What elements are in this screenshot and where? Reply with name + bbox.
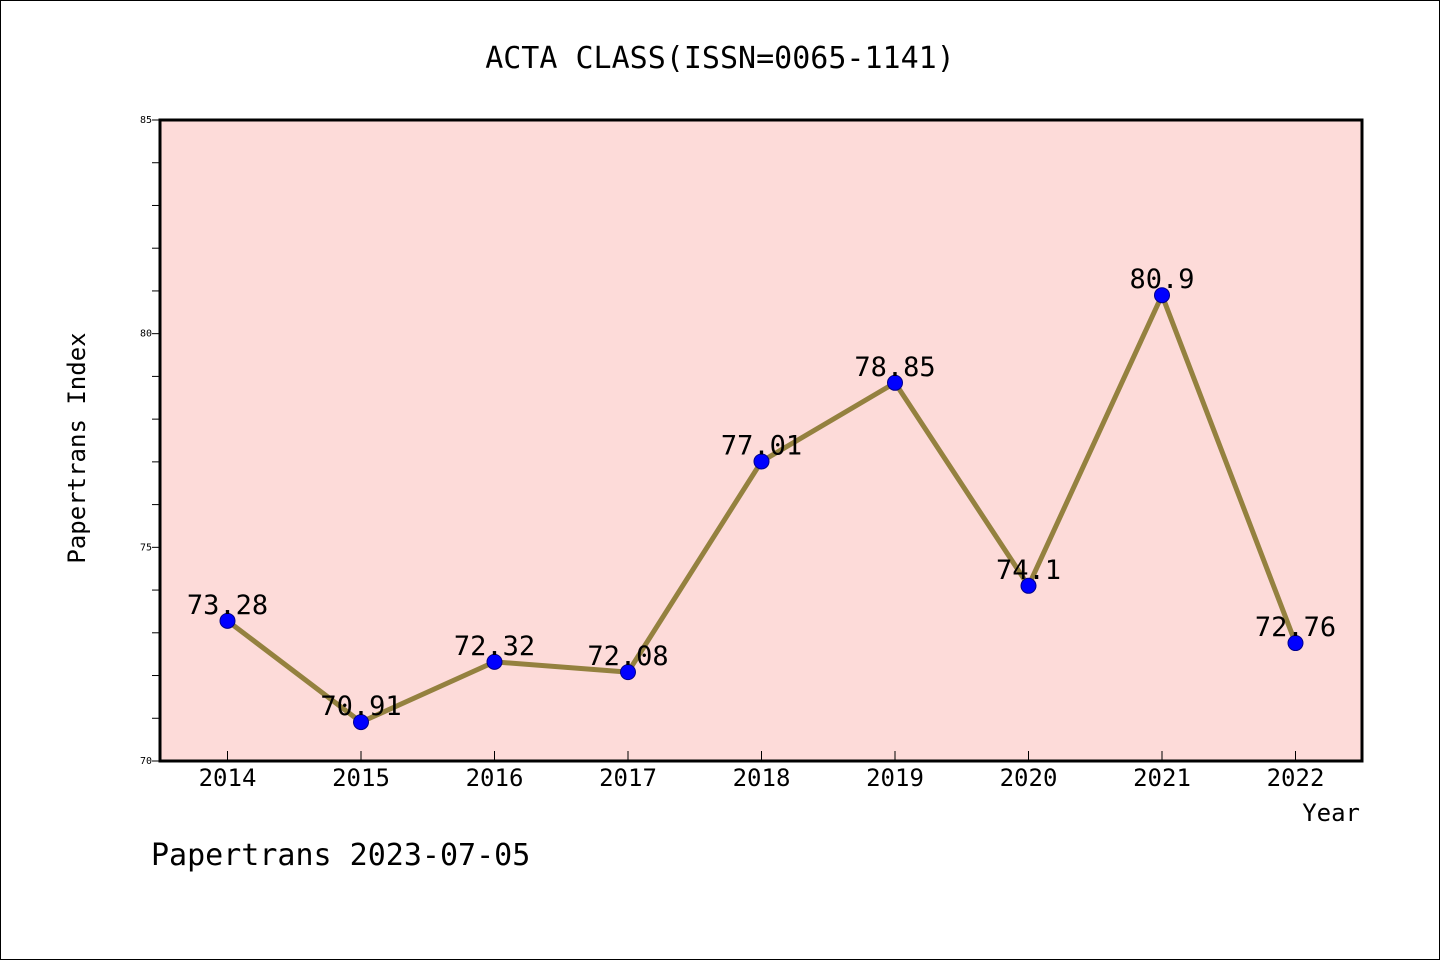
data-point <box>887 374 903 391</box>
data-labels: 73.28 70.91 72.32 72.08 77.01 78.85 74.1 80.9 72… <box>187 264 1336 722</box>
data-point <box>753 453 770 470</box>
x-tick-label: 2021 <box>1133 764 1191 792</box>
x-axis-label: Year <box>1302 799 1360 827</box>
x-tick-label: 2015 <box>332 764 390 792</box>
data-label: 72.08 <box>587 641 668 672</box>
x-tick-label: 2018 <box>733 764 791 792</box>
data-label: 77.01 <box>721 430 802 461</box>
x-tick-label: 2019 <box>866 764 924 792</box>
data-label: 70.91 <box>320 691 401 722</box>
x-tick-label: 2017 <box>599 764 657 792</box>
data-point <box>353 714 369 731</box>
x-tick-label: 2022 <box>1267 764 1325 792</box>
data-label: 72.76 <box>1255 612 1336 643</box>
data-label: 72.32 <box>454 631 535 662</box>
data-label: 74.1 <box>996 555 1061 586</box>
y-tick-label: 80 <box>140 329 152 340</box>
data-label: 80.9 <box>1129 264 1194 295</box>
y-tick-label: 85 <box>140 115 152 126</box>
x-tick-label: 2014 <box>199 764 257 792</box>
data-point <box>219 612 236 629</box>
data-point <box>486 653 503 670</box>
data-label: 73.28 <box>187 590 268 621</box>
y-axis-label: Papertrans Index <box>63 332 91 563</box>
plot-area <box>158 118 1364 763</box>
data-series <box>219 287 1304 731</box>
axis-ticks: 70 75 80 85 2014 2015 2016 2017 2018 2019 2020 2021… <box>140 115 1324 792</box>
footer-note: Papertrans 2023-07-05 <box>151 838 530 873</box>
chart-title: ACTA CLASS(ISSN=0065-1141) <box>485 41 955 76</box>
x-tick-label: 2020 <box>1000 764 1058 792</box>
data-label: 78.85 <box>854 352 935 383</box>
x-tick-label: 2016 <box>466 764 524 792</box>
data-point <box>1020 577 1037 594</box>
y-tick-label: 70 <box>140 756 152 767</box>
y-tick-label: 75 <box>140 542 152 553</box>
data-point <box>620 664 636 681</box>
data-point <box>1287 635 1304 652</box>
data-point <box>1154 287 1170 304</box>
